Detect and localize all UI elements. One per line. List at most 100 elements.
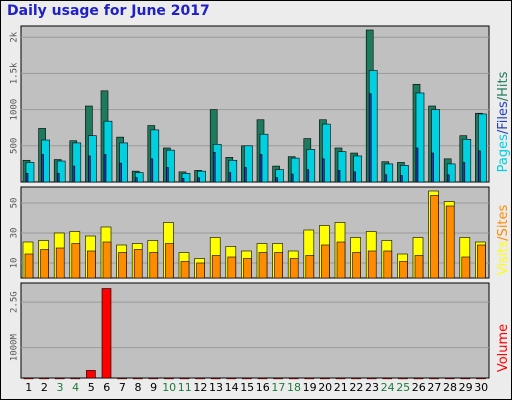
y-tick-label: 2.5G <box>10 291 20 313</box>
bar-volume-day-1 <box>23 377 34 380</box>
x-tick-label: 27 <box>427 381 441 394</box>
bar-files-day-12 <box>197 170 206 183</box>
bar-volume-day-3 <box>54 377 65 380</box>
bar-files-day-11 <box>181 173 191 183</box>
bar-files-day-26 <box>415 92 425 183</box>
bar-pages-day-15 <box>244 167 247 183</box>
bar-volume-day-20 <box>320 377 330 380</box>
bar-sites-day-2 <box>40 249 49 279</box>
bar-volume-day-26 <box>413 377 424 380</box>
bar-pages-day-2 <box>41 154 44 183</box>
bar-volume-day-15 <box>242 377 252 380</box>
x-tick-label: 2 <box>41 381 48 394</box>
bar-pages-day-4 <box>72 165 76 183</box>
bar-files-day-15 <box>244 145 253 183</box>
bar-files-day-9 <box>150 129 160 183</box>
y-tick-label: 2k <box>10 31 20 42</box>
x-tick-label: 24 <box>381 381 395 394</box>
bar-sites-day-20 <box>321 244 330 279</box>
bar-files-day-3 <box>56 160 66 183</box>
bar-pages-day-24 <box>384 174 388 183</box>
bar-pages-day-10 <box>166 167 169 183</box>
y-tick-label: 500 <box>10 138 20 154</box>
bar-pages-day-17 <box>275 177 278 183</box>
bar-files-day-18 <box>290 157 300 183</box>
x-tick-label: 22 <box>349 381 363 394</box>
bar-files-day-17 <box>275 169 284 183</box>
x-tick-label: 7 <box>119 381 126 394</box>
bar-sites-day-13 <box>211 255 221 279</box>
bar-volume-day-25 <box>398 377 408 380</box>
bar-pages-day-14 <box>228 172 232 183</box>
plot-area-volume <box>20 282 490 379</box>
bar-volume-day-22 <box>351 377 361 380</box>
bar-files-day-20 <box>322 123 331 183</box>
bar-pages-day-1 <box>25 173 29 183</box>
x-tick-label: 12 <box>193 381 207 394</box>
bar-sites-day-16 <box>258 252 268 279</box>
bar-sites-day-17 <box>274 252 283 279</box>
bar-files-day-30 <box>478 113 487 183</box>
bar-pages-day-20 <box>322 158 325 183</box>
bar-pages-day-28 <box>446 174 450 183</box>
bar-volume-day-17 <box>273 377 283 380</box>
bar-files-day-21 <box>337 151 347 183</box>
x-tick-label: 9 <box>150 381 157 394</box>
bar-volume-day-19 <box>304 377 315 380</box>
bar-sites-day-6 <box>102 241 112 279</box>
bar-pages-day-5 <box>88 155 91 183</box>
bar-pages-day-3 <box>56 173 60 183</box>
bar-pages-day-25 <box>400 175 403 183</box>
x-tick-label: 28 <box>443 381 457 394</box>
side-label-hits-files-pages: Pages/Files/Hits <box>496 71 511 172</box>
y-tick-label: 1000 <box>10 99 20 121</box>
x-tick-label: 8 <box>135 381 142 394</box>
bar-files-day-27 <box>431 109 440 183</box>
bar-sites-day-30 <box>477 244 486 279</box>
x-tick-label: 5 <box>88 381 95 394</box>
bar-sites-day-29 <box>461 256 471 279</box>
bar-files-day-10 <box>166 149 175 183</box>
plot-area-hits-files-pages <box>20 25 490 183</box>
bar-files-day-25 <box>400 165 409 183</box>
bar-sites-day-14 <box>227 256 237 279</box>
x-tick-label: 14 <box>225 381 239 394</box>
bar-files-day-6 <box>103 120 113 183</box>
x-tick-label: 13 <box>209 381 223 394</box>
bar-sites-day-10 <box>165 243 174 279</box>
x-tick-label: 20 <box>318 381 332 394</box>
bar-pages-day-22 <box>353 171 356 183</box>
bar-pages-day-19 <box>306 169 310 183</box>
x-tick-label: 26 <box>412 381 426 394</box>
x-tick-label: 21 <box>334 381 348 394</box>
bar-sites-day-18 <box>289 258 299 279</box>
bar-pages-day-9 <box>150 158 154 183</box>
x-tick-label: 23 <box>365 381 379 394</box>
x-tick-label: 6 <box>103 381 110 394</box>
bar-volume-day-23 <box>366 377 377 380</box>
x-tick-label: 4 <box>72 381 79 394</box>
bar-sites-day-23 <box>367 250 377 279</box>
x-tick-label: 18 <box>287 381 301 394</box>
bar-pages-day-6 <box>103 154 107 183</box>
y-tick-label: 10 <box>10 258 20 269</box>
bar-files-day-4 <box>72 142 82 183</box>
x-tick-label: 15 <box>240 381 254 394</box>
bar-pages-day-26 <box>415 147 419 183</box>
bar-pages-day-11 <box>181 178 185 183</box>
bar-pages-day-16 <box>259 154 263 183</box>
bar-files-day-22 <box>353 155 362 183</box>
side-label-volume: Volume <box>496 324 511 372</box>
x-tick-label: 3 <box>57 381 64 394</box>
bar-volume-day-4 <box>70 377 81 380</box>
bar-volume-day-24 <box>382 377 393 380</box>
bar-sites-day-3 <box>55 247 65 279</box>
bar-files-day-29 <box>462 138 472 183</box>
bar-volume-day-14 <box>226 377 237 380</box>
bar-files-day-14 <box>228 159 238 183</box>
bar-volume-day-13 <box>210 377 221 380</box>
bar-pages-day-12 <box>197 177 200 183</box>
chart-title: Daily usage for June 2017 <box>7 3 210 19</box>
bar-volume-day-9 <box>148 377 159 380</box>
